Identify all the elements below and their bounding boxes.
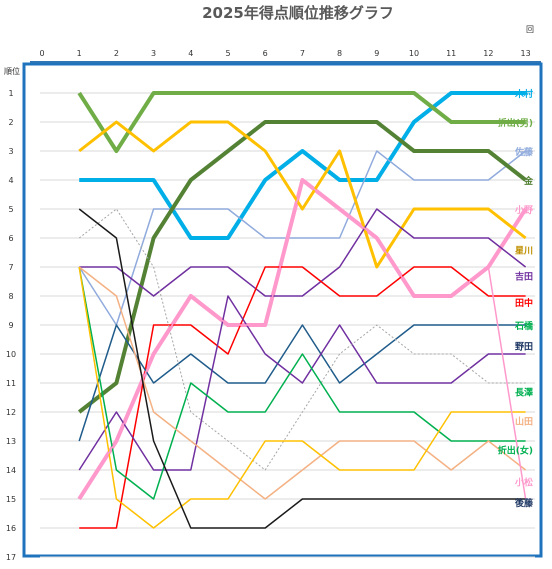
series-line-5: [78, 120, 527, 269]
plot-frame: [22, 62, 543, 558]
y-axis-label: 順位: [4, 66, 20, 76]
y-tick-17: 17: [6, 553, 16, 562]
x-tick-labels: 0 1 2 3 4 5 6 7 8 9 10 11 12 13: [39, 49, 530, 58]
series-line-11: [78, 266, 526, 500]
x-tick-4: 4: [188, 49, 193, 58]
series-label-1: 折出(男): [498, 117, 533, 129]
series-label-4: 小野: [514, 204, 533, 216]
series-line-10: [78, 208, 526, 471]
x-tick-2: 2: [114, 49, 119, 58]
series-label-0: 木村: [514, 88, 533, 100]
y-tick-9: 9: [8, 321, 13, 330]
y-tick-5: 5: [8, 205, 13, 214]
y-tick-16: 16: [6, 524, 16, 533]
y-tick-8: 8: [8, 292, 13, 301]
series-label-11: 山田: [515, 416, 533, 428]
x-tick-7: 7: [300, 49, 305, 58]
series-label-9: 野田: [515, 341, 533, 352]
series-line-15: [78, 208, 526, 529]
series-label-5: 星川: [515, 246, 533, 257]
series-label-14: 後藤: [515, 497, 534, 509]
series-lines: [77, 91, 528, 529]
y-tick-14: 14: [6, 466, 16, 475]
series-label-10: 長澤: [515, 387, 533, 399]
series-label-3: 金: [523, 175, 534, 187]
series-line-7: [79, 266, 526, 529]
y-tick-12: 12: [6, 408, 16, 417]
series-label-13: 小松: [514, 477, 533, 489]
x-tick-10: 10: [409, 49, 419, 58]
y-tick-7: 7: [8, 263, 13, 272]
series-label-6: 吉田: [515, 271, 533, 283]
series-label-2: 佐藤: [514, 146, 534, 158]
series-line-0: [79, 91, 526, 240]
x-tick-0: 0: [39, 49, 44, 58]
x-tick-13: 13: [521, 49, 531, 58]
y-tick-1: 1: [8, 89, 13, 98]
x-tick-9: 9: [374, 49, 379, 58]
x-tick-11: 11: [446, 49, 456, 58]
y-tick-11: 11: [6, 379, 16, 388]
series-line-8: [78, 324, 526, 442]
series-line-12: [78, 266, 527, 500]
x-tick-1: 1: [77, 49, 82, 58]
chart-title: 2025年得点順位推移グラフ: [202, 4, 394, 22]
series-line-1: [77, 91, 526, 153]
series-label-7: 田中: [515, 297, 533, 309]
x-axis-label: 回: [526, 25, 534, 34]
series-line-14: [78, 179, 527, 500]
x-tick-5: 5: [225, 49, 230, 58]
y-tick-15: 15: [6, 495, 16, 504]
series-line-3: [77, 120, 527, 414]
y-tick-2: 2: [8, 118, 13, 127]
y-tick-4: 4: [8, 176, 13, 185]
series-line-9: [78, 295, 526, 471]
series-line-4: [77, 178, 528, 501]
y-tick-3: 3: [8, 147, 13, 156]
series-line-6: [79, 208, 527, 297]
x-tick-6: 6: [263, 49, 268, 58]
x-tick-12: 12: [483, 49, 493, 58]
y-tick-10: 10: [6, 350, 16, 359]
y-tick-6: 6: [8, 234, 13, 243]
x-tick-8: 8: [337, 49, 342, 58]
series-label-8: 石橋: [514, 320, 534, 332]
y-tick-13: 13: [6, 437, 16, 446]
x-tick-3: 3: [151, 49, 156, 58]
series-label-12: 折出(女): [498, 445, 533, 457]
series-line-13: [78, 266, 526, 529]
series-line-2: [78, 150, 527, 326]
